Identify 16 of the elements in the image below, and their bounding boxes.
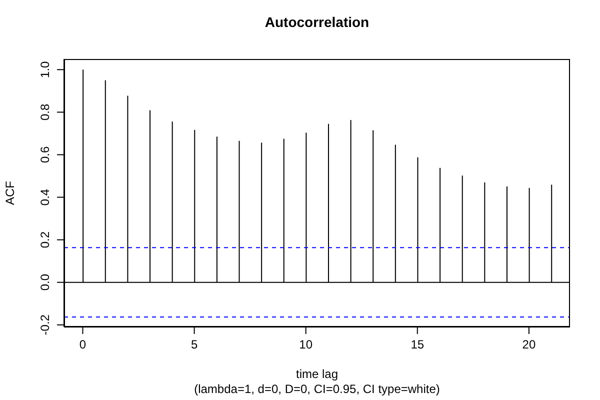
y-tick-label: 0.0 (38, 274, 52, 291)
y-tick-label: 0.2 (38, 231, 52, 248)
y-tick-label: 1.0 (38, 60, 52, 78)
text: (lambda=1, d=0, D=0, CI=0.95, CI type=white) (194, 382, 440, 396)
x-tick-label: 0 (79, 338, 86, 352)
x-axis-title: time lag (296, 367, 338, 381)
x-tick-label: 10 (299, 338, 313, 352)
x-tick-label: 5 (190, 338, 198, 352)
y-tick-label: 0.4 (38, 188, 52, 206)
y-tick-label: -0.2 (38, 314, 52, 336)
y-axis-title: ACF (3, 181, 17, 205)
chart-title: Autocorrelation (264, 14, 370, 30)
x-tick-label: 15 (410, 338, 424, 352)
y-tick-label: 0.8 (38, 104, 52, 121)
x-tick-label: 20 (522, 338, 536, 352)
y-tick-label: 0.6 (38, 146, 52, 164)
